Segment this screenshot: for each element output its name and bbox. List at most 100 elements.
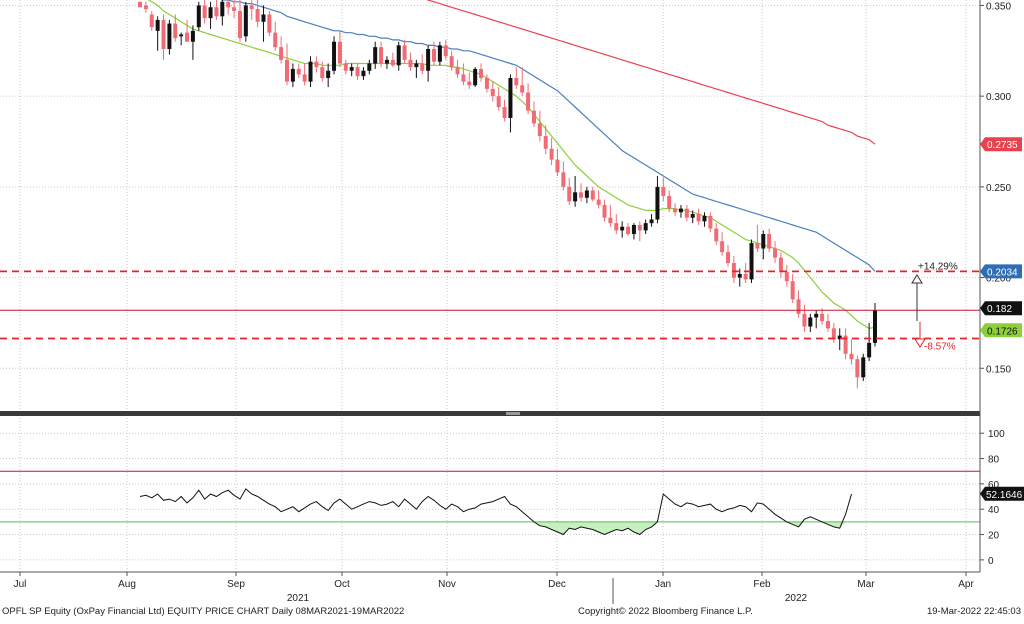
- candle-down: [555, 159, 560, 173]
- value-tag-label: 0.2034: [987, 267, 1018, 278]
- value-tag-label: 0.2735: [987, 140, 1018, 151]
- panel-divider[interactable]: [0, 411, 980, 416]
- rsi-tick-label: 0: [988, 556, 994, 567]
- candle-down: [302, 74, 307, 82]
- candle-down: [549, 148, 554, 160]
- gridlines: [0, 0, 980, 410]
- value-tag: [980, 323, 1022, 338]
- month-label: Jul: [14, 579, 27, 590]
- candle-down: [432, 48, 436, 62]
- price-tick-label: 0.350: [986, 1, 1011, 12]
- rsi-tick-label: 100: [988, 429, 1005, 440]
- candle-down: [661, 186, 666, 196]
- candle-up: [649, 219, 654, 224]
- candle-down: [138, 1, 142, 8]
- candle-down: [202, 5, 207, 19]
- price-tick-label: 0.250: [986, 183, 1011, 194]
- candle-up: [814, 313, 819, 318]
- candle-down: [608, 217, 613, 224]
- candle-up: [367, 63, 372, 71]
- candle-up: [631, 224, 636, 235]
- candle-down: [731, 263, 736, 278]
- candle-up: [208, 7, 213, 19]
- candle-up: [361, 70, 366, 77]
- up-arrow-head: [911, 274, 923, 284]
- candle-down: [449, 56, 454, 68]
- candle-down: [320, 67, 325, 79]
- value-tag-label: 0.182: [987, 304, 1012, 315]
- percent-annotation: -8.57%: [924, 342, 956, 353]
- candle-down: [390, 59, 395, 66]
- candle-down: [443, 45, 448, 57]
- candle-down: [461, 74, 466, 82]
- candle-down: [343, 63, 348, 71]
- candle-down: [602, 205, 607, 218]
- candle-up: [414, 63, 419, 68]
- candle-down: [820, 313, 825, 322]
- year-label: 2021: [287, 593, 310, 604]
- candle-up: [620, 226, 625, 231]
- candle-down: [778, 257, 783, 273]
- candle-up: [437, 45, 442, 62]
- candle-down: [267, 14, 272, 33]
- candle-down: [232, 7, 237, 11]
- divider-bar[interactable]: [0, 411, 980, 416]
- target-arrows: [911, 274, 926, 348]
- value-tag-label: 0.1726: [987, 326, 1018, 337]
- divider-handle[interactable]: [506, 412, 520, 415]
- candle-up: [155, 19, 160, 31]
- candle-down: [490, 88, 495, 97]
- candle-down: [626, 226, 631, 235]
- candle-up: [290, 68, 295, 82]
- candle-down: [337, 41, 342, 64]
- candle-down: [379, 47, 384, 64]
- moving-average-line: [220, 0, 876, 272]
- value-tags: 0.2735 0.2034 0.182 0.1726 52.1646: [980, 137, 1024, 501]
- candle-down: [596, 199, 601, 205]
- candle-down: [420, 63, 425, 71]
- value-tag: [980, 264, 1022, 279]
- candle-down: [502, 107, 507, 118]
- year-label: 2022: [785, 593, 808, 604]
- candle-down: [831, 328, 836, 340]
- rsi-axis-ticks: 0 20 40 60 80 100: [980, 429, 1005, 567]
- candle-down: [537, 123, 542, 137]
- candle-down: [579, 192, 583, 198]
- candle-down: [720, 241, 725, 253]
- percent-annotations: +14.29% -8.57%: [918, 261, 958, 352]
- candle-down: [825, 321, 830, 329]
- candle-up: [167, 23, 172, 49]
- candle-down: [161, 19, 166, 49]
- candle-down: [567, 186, 572, 202]
- candle-up: [867, 342, 872, 358]
- candle-up: [349, 67, 354, 71]
- candle-down: [173, 23, 178, 39]
- candle-up: [761, 234, 766, 249]
- rsi-value-tag: [980, 486, 1024, 501]
- price-axis-ticks: 0.150 0.200 0.250 0.300 0.350: [980, 1, 1011, 375]
- candle-down: [790, 281, 795, 300]
- candle-up: [373, 47, 378, 64]
- candle-down: [561, 172, 566, 187]
- candle-down: [185, 32, 190, 42]
- candle-up: [655, 186, 660, 220]
- candle-up: [396, 45, 401, 66]
- candle-up: [573, 192, 578, 202]
- percent-annotation: +14.29%: [918, 261, 958, 272]
- candle-up: [690, 214, 695, 218]
- candle-down: [255, 9, 260, 22]
- candle-down: [149, 14, 154, 28]
- candle-down: [843, 335, 848, 354]
- month-label: Aug: [118, 579, 136, 590]
- candle-down: [796, 299, 801, 314]
- candle-down: [714, 228, 719, 242]
- value-tag: [980, 137, 1022, 152]
- moving-average-lines: [147, 0, 876, 330]
- candle-up: [702, 215, 707, 222]
- candle-down: [285, 59, 289, 82]
- candle-up: [179, 34, 184, 37]
- candle-down: [696, 214, 701, 222]
- candle-down: [237, 10, 242, 39]
- candle-up: [384, 59, 389, 64]
